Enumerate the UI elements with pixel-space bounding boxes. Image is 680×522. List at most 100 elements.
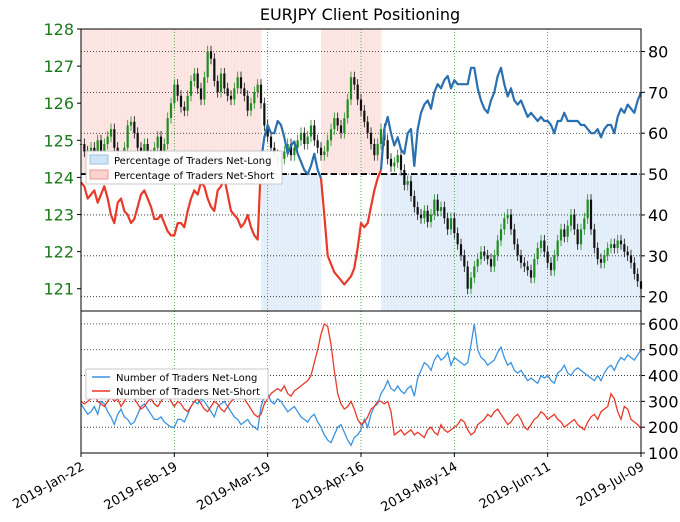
long-region-band [597,174,602,311]
candle-body [633,262,636,274]
candle-body [99,140,103,152]
candle-body [613,244,616,248]
long-region-band [527,174,532,311]
candle-body [253,92,256,104]
legend-label-short: Percentage of Traders Net-Short [114,171,274,182]
short-region-band [257,29,262,175]
candle-body [423,210,426,219]
candle-body [319,147,323,156]
long-region-band [314,174,319,311]
long-region-band [281,174,285,311]
short-region-band [114,29,119,175]
candle-body [546,251,549,263]
short-region-band [137,29,142,175]
candle-body [589,199,593,230]
long-region-band [301,174,305,311]
candle-body [179,95,183,107]
short-region-band [194,29,199,175]
long-region-band [601,174,605,311]
candle-body [569,214,573,226]
short-region-band [354,29,359,175]
short-region-band [111,29,115,175]
long-region-band [401,174,405,311]
candle-body [339,125,343,133]
short-region-band [331,29,335,175]
candle-body [323,151,326,156]
candle-body [446,218,449,230]
long-region-band [621,174,625,311]
long-region-band [551,174,555,311]
candle-body [309,125,313,137]
long-region-band [484,174,489,311]
long-region-band [471,174,475,311]
candle-body [226,88,229,96]
candle-body [529,270,533,278]
long-region-band [614,174,619,311]
short-region-band [347,29,352,175]
candle-body [566,225,569,237]
candle-body [473,266,476,278]
short-region-band [321,29,325,175]
short-region-band [197,29,202,175]
long-region-band [561,174,565,311]
long-region-band [297,174,302,311]
short-region-band [237,29,242,175]
candle-body [373,144,376,156]
long-region-band [464,174,469,311]
long-region-band [504,174,509,311]
long-region-band [534,174,539,311]
short-region-band [377,29,382,175]
pct-tick-label: 50 [648,165,668,184]
long-region-band [581,174,585,311]
candle-body [199,88,203,100]
short-region-band [367,29,372,175]
price-tick-label: 125 [43,131,74,150]
long-region-band [461,174,465,311]
candle-body [539,240,543,248]
candle-body [479,251,483,260]
short-region-band [254,29,259,175]
x-tick-label: 2019-Feb-19 [102,459,181,513]
short-region-band [191,29,195,175]
legend-label-count-long: Number of Traders Net-Long [116,373,257,384]
candle-body [293,147,296,156]
long-region-band [537,174,542,311]
series-line-net-short [80,161,263,241]
short-region-band [107,29,112,175]
candle-body [129,121,133,126]
long-region-band [381,174,385,311]
candle-body [573,214,576,230]
candle-body [399,155,403,170]
long-region-band [394,174,399,311]
candle-body [186,95,189,111]
candle-body [213,58,216,81]
long-region-band [274,174,279,311]
long-region-band [501,174,505,311]
count-tick-label: 300 [648,392,679,411]
candle-body [159,136,163,156]
long-region-band [264,174,269,311]
short-region-band [357,29,362,175]
candle-body [233,88,236,100]
candle-body [579,229,583,245]
candle-body [449,218,453,230]
short-region-band [84,29,89,175]
candle-body [433,199,436,215]
pct-tick-label: 80 [648,42,668,61]
long-region-band [447,174,452,311]
candle-body [563,229,566,237]
candle-body [526,266,529,271]
long-region-band [384,174,389,311]
long-region-band [567,174,572,311]
candle-body [476,259,479,267]
long-region-band [554,174,559,311]
short-region-band [164,29,169,175]
long-region-band [414,174,419,311]
short-region-band [101,29,105,175]
candle-body [586,199,589,219]
short-region-band [94,29,99,175]
long-region-band [431,174,435,311]
long-region-band [557,174,562,311]
candle-body [346,99,349,119]
candle-body [193,73,196,81]
